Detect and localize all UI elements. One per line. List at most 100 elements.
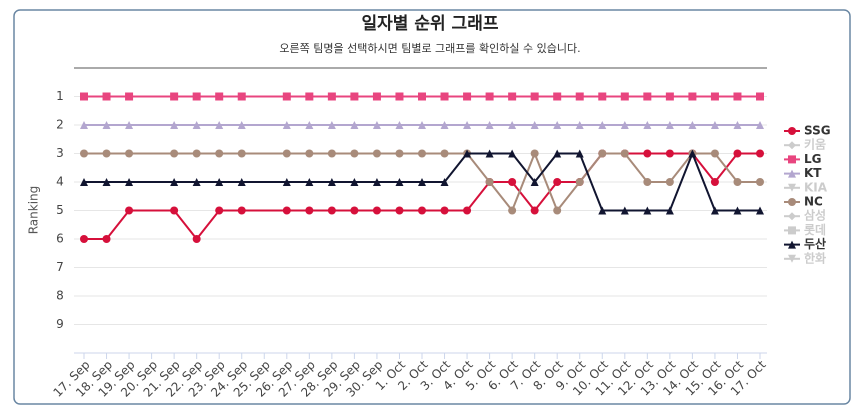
point: [485, 178, 494, 186]
point: [508, 206, 517, 215]
point: [395, 206, 404, 215]
legend-symbol: [788, 169, 796, 178]
point: [418, 149, 426, 158]
y-tick-label: 2: [56, 118, 64, 132]
point: [350, 178, 359, 186]
point: [215, 149, 224, 158]
point: [463, 92, 472, 101]
point: [102, 149, 111, 158]
point: [192, 92, 201, 101]
y-tick-label: 6: [56, 232, 64, 246]
point: [327, 92, 336, 101]
point: [327, 149, 336, 158]
legend-item[interactable]: KT: [784, 166, 822, 180]
y-tick-label: 9: [56, 317, 64, 331]
point: [215, 121, 224, 129]
y-tick-label: 7: [56, 260, 64, 274]
point: [170, 206, 179, 215]
y-tick-label: 1: [56, 89, 64, 103]
point: [665, 178, 674, 186]
legend-label: LG: [804, 152, 822, 166]
point: [756, 149, 764, 158]
point: [170, 121, 179, 129]
point: [665, 149, 674, 158]
legend-item[interactable]: NC: [784, 195, 823, 209]
legend-label: 두산: [804, 236, 826, 251]
point: [372, 206, 381, 215]
point: [80, 149, 88, 158]
point: [125, 206, 134, 215]
point: [372, 149, 381, 158]
point: [170, 149, 179, 158]
point: [598, 121, 607, 129]
point: [733, 92, 742, 101]
point: [575, 149, 584, 158]
legend-symbol: [788, 254, 796, 263]
point: [665, 206, 674, 215]
point: [192, 149, 201, 158]
point: [237, 121, 246, 129]
point: [282, 149, 291, 158]
legend-item[interactable]: 한화: [784, 250, 826, 265]
point: [395, 92, 404, 101]
point: [553, 121, 562, 129]
point: [530, 121, 539, 129]
legend-item[interactable]: KIA: [784, 180, 828, 194]
point: [327, 206, 336, 215]
point: [327, 121, 336, 129]
legend-item[interactable]: LG: [784, 152, 822, 166]
point: [440, 92, 449, 101]
point: [350, 149, 359, 158]
legend-item[interactable]: 롯데: [784, 222, 826, 237]
point: [170, 92, 179, 101]
point: [125, 92, 134, 101]
point: [508, 149, 517, 158]
point: [733, 121, 742, 129]
y-tick-label: 8: [56, 289, 64, 303]
point: [237, 149, 246, 158]
point: [710, 121, 719, 129]
legend-item[interactable]: SSG: [784, 124, 831, 138]
legend-symbol: [788, 155, 796, 164]
point: [620, 121, 629, 129]
point: [553, 149, 562, 158]
legend-label: 롯데: [804, 222, 826, 237]
point: [102, 121, 111, 129]
point: [215, 92, 224, 101]
point: [643, 178, 652, 186]
point: [372, 178, 381, 186]
point: [102, 235, 111, 243]
point: [575, 178, 584, 186]
point: [575, 92, 584, 101]
point: [530, 178, 539, 186]
point: [440, 149, 449, 158]
point: [192, 178, 201, 186]
point: [305, 206, 314, 215]
point: [125, 149, 134, 158]
point: [688, 149, 697, 158]
legend-label: 한화: [804, 250, 826, 265]
point: [395, 149, 404, 158]
legend-item[interactable]: 두산: [784, 236, 826, 251]
point: [327, 178, 336, 186]
point: [643, 206, 652, 215]
legend-symbol: [788, 198, 796, 206]
point: [688, 121, 697, 129]
point: [553, 92, 562, 101]
point: [485, 92, 494, 101]
point: [372, 121, 381, 129]
point: [733, 178, 742, 186]
point: [418, 178, 426, 186]
point: [620, 92, 629, 101]
point: [192, 235, 201, 243]
legend-item[interactable]: 키움: [784, 137, 826, 152]
point: [80, 121, 88, 129]
point: [733, 149, 742, 158]
point: [643, 92, 652, 101]
point: [170, 178, 179, 186]
point: [418, 206, 426, 215]
point: [620, 149, 629, 158]
point: [440, 178, 449, 186]
legend-item[interactable]: 삼성: [784, 208, 826, 223]
point: [192, 121, 201, 129]
